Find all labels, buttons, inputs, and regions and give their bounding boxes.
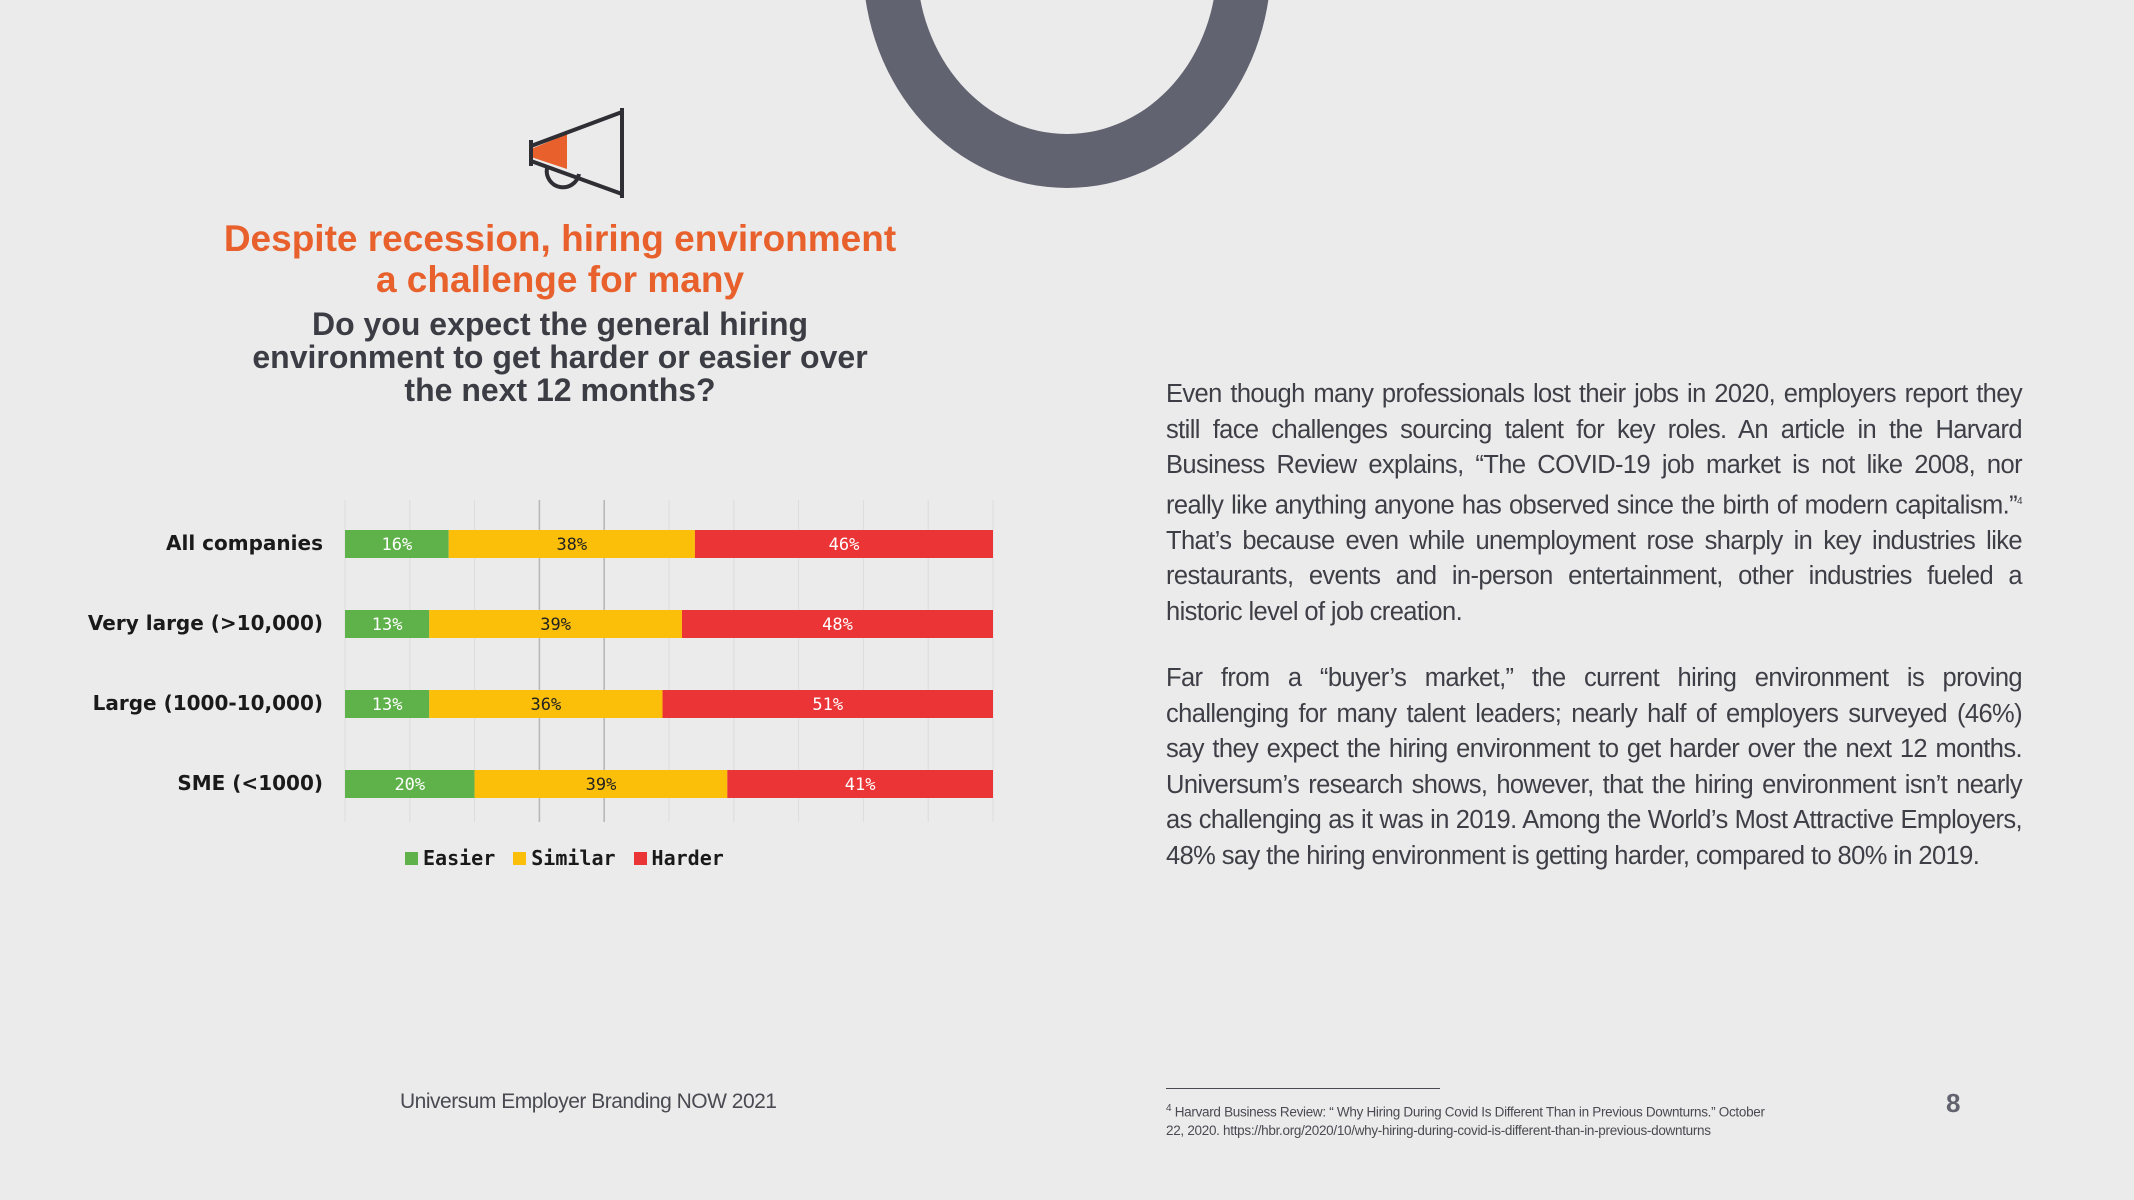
bar-easier-2: [345, 690, 430, 718]
legend-label-similar: Similar: [531, 846, 616, 870]
stacked-bar-chart: 16% 38% 46% 13% 39% 48% 13% 36% 51% 20% 39% 41%: [344, 500, 994, 822]
data-label-easier-3: 20%: [394, 775, 425, 795]
footnote: 4 Harvard Business Review: “ Why Hiring …: [1166, 1100, 1766, 1140]
question-line-1: Do you expect the general hiring: [311, 306, 809, 342]
bar-similar-2: [429, 690, 663, 718]
question-line-3: the next 12 months?: [404, 372, 716, 408]
bar-easier-3: [345, 770, 475, 798]
data-label-similar-2: 36%: [531, 695, 562, 715]
legend-item-easier: Easier: [405, 846, 495, 870]
category-label-very-large: Very large (>10,000): [87, 611, 323, 635]
chart-legend: Easier Similar Harder: [405, 846, 724, 870]
footnote-text: Harvard Business Review: “ Why Hiring Du…: [1166, 1104, 1765, 1138]
body-paragraph-1-rest: That’s because even while unemployment r…: [1166, 526, 2023, 626]
question-line-2: environment to get harder or easier over: [252, 339, 868, 375]
legend-item-similar: Similar: [513, 846, 616, 870]
data-label-easier-0: 16%: [381, 535, 412, 555]
data-label-similar-1: 39%: [540, 615, 571, 635]
footnote-reference: 4: [2017, 495, 2023, 507]
megaphone-icon: [529, 108, 624, 198]
legend-swatch-similar: [513, 851, 527, 865]
data-label-harder-0: 46%: [829, 535, 860, 555]
chart-title-line-1: Despite recession, hiring environment: [223, 218, 897, 259]
bar-easier-1: [345, 610, 430, 638]
data-label-similar-0: 38%: [556, 535, 587, 555]
bar-harder-3: [727, 770, 993, 798]
legend-swatch-easier: [405, 851, 418, 865]
bar-harder-0: [694, 530, 993, 558]
bar-similar-1: [429, 610, 682, 638]
category-label-sme: SME (<1000): [177, 771, 323, 795]
data-label-harder-2: 51%: [812, 695, 843, 715]
data-label-easier-1: 13%: [372, 615, 403, 635]
data-label-similar-3: 39%: [586, 775, 617, 795]
body-paragraph-1: Even though many professionals lost thei…: [1166, 377, 2023, 630]
footnote-number: 4: [1166, 1103, 1172, 1114]
legend-item-harder: Harder: [633, 846, 724, 870]
category-label-large: Large (1000-10,000): [92, 691, 323, 715]
legend-swatch-harder: [633, 851, 647, 865]
body-paragraph-2: Far from a “buyer’s market,” the current…: [1166, 664, 2023, 870]
bar-easier-0: [345, 530, 449, 558]
page-number: 8: [1946, 1088, 1961, 1118]
bar-harder-2: [662, 690, 993, 718]
legend-label-easier: Easier: [423, 846, 496, 870]
publication-name: Universum Employer Branding NOW 2021: [400, 1090, 777, 1113]
bar-harder-1: [681, 610, 993, 638]
legend-label-harder: Harder: [651, 846, 724, 870]
bar-similar-0: [448, 530, 695, 558]
body-paragraph-1-main: Even though many professionals lost thei…: [1166, 380, 2023, 519]
bar-similar-3: [474, 770, 728, 798]
chart-title-line-2: a challenge for many: [375, 259, 745, 300]
data-label-harder-1: 48%: [822, 615, 853, 635]
data-label-easier-2: 13%: [372, 695, 403, 715]
category-label-all-companies: All companies: [166, 531, 323, 555]
data-label-harder-3: 41%: [845, 775, 876, 795]
footnote-divider: [1166, 1088, 1440, 1089]
